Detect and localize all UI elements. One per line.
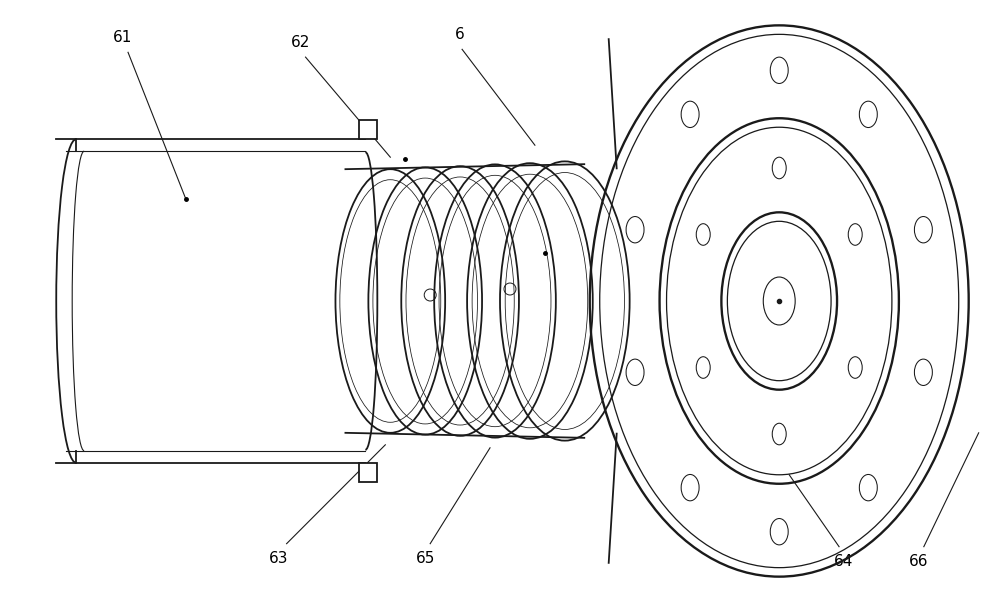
Text: 63: 63 <box>269 551 288 566</box>
Polygon shape <box>359 120 377 139</box>
Text: 6: 6 <box>455 27 465 42</box>
Text: 62: 62 <box>291 35 310 49</box>
Text: 66: 66 <box>909 554 929 569</box>
Polygon shape <box>359 463 377 482</box>
Text: 64: 64 <box>834 554 854 569</box>
Text: 65: 65 <box>416 551 435 566</box>
Text: 61: 61 <box>113 30 133 45</box>
